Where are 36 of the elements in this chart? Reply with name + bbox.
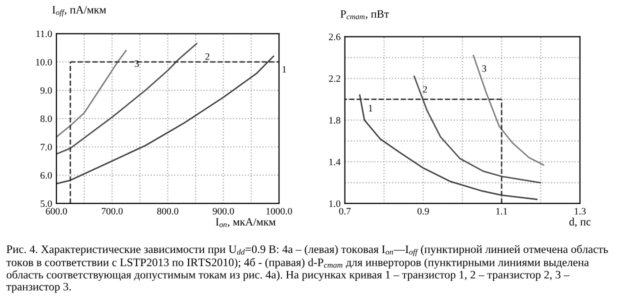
x-axis-title: I$_{on}$, мкА/мкм [216,218,276,228]
y-tick-label: 1.4 [329,158,341,166]
y-tick-label: 7.0 [40,144,52,150]
x-tick-label: 800.0 [157,208,178,215]
x-tick-label: 1.3 [574,208,586,215]
line-series [414,76,542,184]
y-tick-label: 11.0 [36,30,52,38]
y-tick-label: 2.6 [328,34,340,40]
y-tick-label: 10.0 [36,58,52,66]
y-tick-label: 1.8 [329,117,340,124]
x-tick-label: 1000.0 [266,208,292,215]
text: Рис. 4. Характеристические зависимости при U$_{dd}$=0.9 В: 4а – (левая) токовая I$_{on}$—I$_{off}$ (пунктирной линией отмечена область токов в соответствии с LSTP2013 по IRTS2010); 4б - (правая) d-P$_{стат}$ для инверторов (пунктирными линиями выделена область соответствующая допустимым токам из рис. 4а). На рисунках кривая 1 – транзистор 1, 2 – транзистор 2, 3 – транзистор 3. [6,244,608,293]
y-tick-label: 9.0 [40,87,52,94]
y-tick-label: 5.0 [40,200,52,207]
y-axis-title: I$_{off}$, пА/мкм [52,6,106,17]
series-label: 3 [134,60,139,67]
series-label: 2 [205,53,210,60]
y-axis-title: P$_{стат}$, пВт [340,10,389,20]
y-tick-label: 6.0 [40,172,52,179]
series-label: 2 [422,86,427,93]
series-label: 3 [482,65,486,72]
series-label: 1 [368,104,372,112]
x-axis-title: d, пс [569,218,591,228]
x-tick-label: 600.0 [46,208,67,215]
line-series [472,54,544,166]
x-tick-label: 0.7 [339,208,351,215]
y-tick-label: 2.2 [328,75,340,82]
x-tick-label: 1.1 [496,208,508,215]
line-series [56,42,198,155]
y-tick-label: 8.0 [40,115,52,122]
x-tick-label: 0.9 [418,208,429,215]
y-tick-label: 1.0 [329,200,340,207]
x-tick-label: 700.0 [102,208,123,215]
line-series [56,50,127,138]
series-label: 1 [282,66,286,73]
x-tick-label: 900.0 [212,208,234,215]
